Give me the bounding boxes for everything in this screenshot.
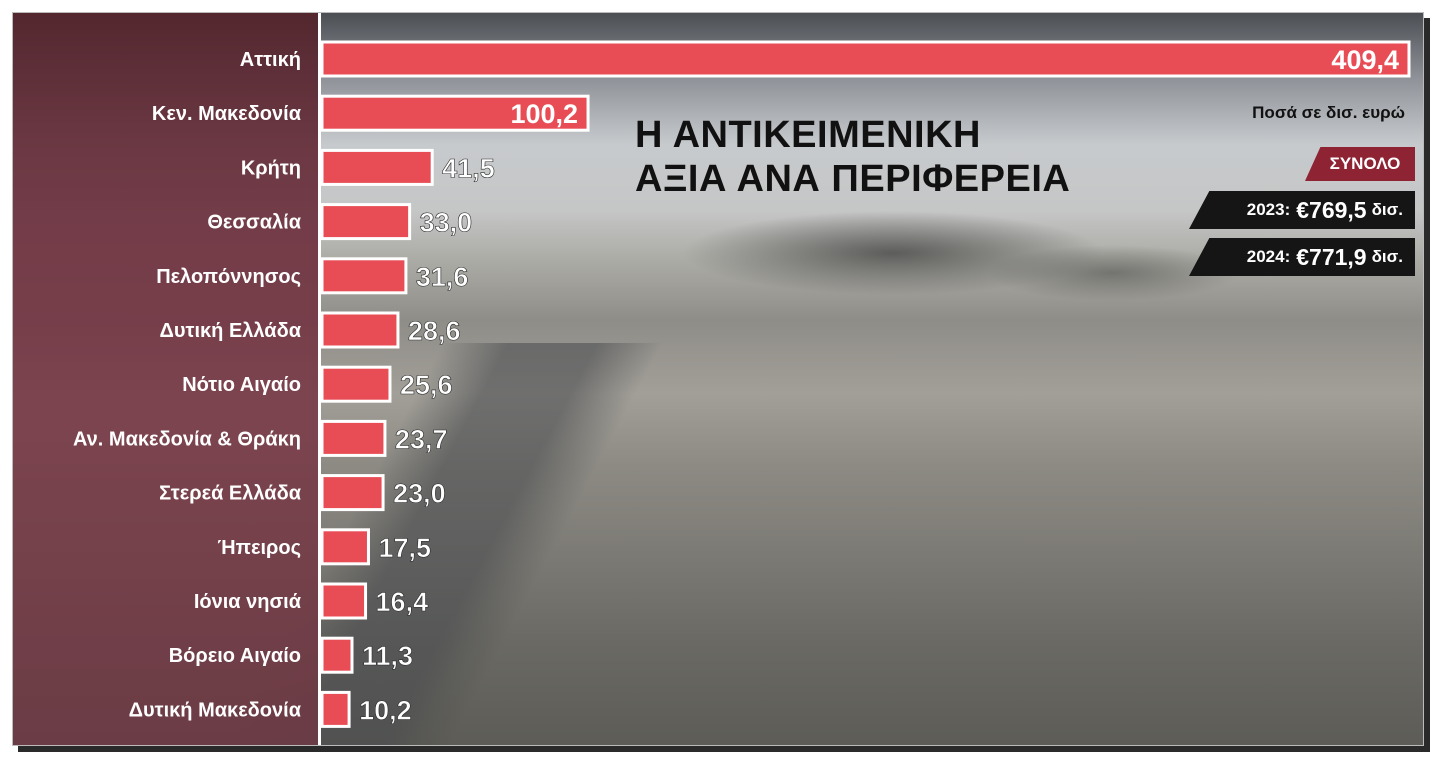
- bar: [320, 365, 392, 403]
- value-label: 11,3: [362, 641, 413, 671]
- category-label: Νότιο Αιγαίο: [182, 374, 301, 396]
- bar-group: Ιόνια νησιά 16,4: [194, 582, 429, 620]
- category-label: Κρήτη: [241, 157, 301, 179]
- total-amount: €769,5: [1296, 196, 1367, 223]
- bar: [320, 94, 590, 132]
- category-label: Ήπειρος: [218, 537, 301, 559]
- chart-title-line-1: Η ΑΝΤΙΚΕΙΜΕΝΙΚΗ: [635, 114, 981, 156]
- category-label: Αττική: [240, 49, 301, 71]
- total-label-badge: ΣΥΝΟΛΟ: [1305, 147, 1415, 181]
- category-label: Πελοπόννησος: [156, 266, 301, 288]
- category-label: Κεν. Μακεδονία: [152, 103, 302, 125]
- total-amount: €771,9: [1296, 243, 1367, 270]
- units-note: Ποσά σε δισ. ευρώ: [1252, 103, 1405, 122]
- category-label: Δυτική Ελλάδα: [160, 320, 302, 342]
- bar-group: Νότιο Αιγαίο 25,6: [182, 365, 453, 403]
- total-year: 2023:: [1246, 200, 1291, 219]
- bar-group: Ήπειρος 17,5: [218, 528, 431, 566]
- chart-title-line-2: ΑΞΙΑ ΑΝΑ ΠΕΡΙΦΕΡΕΙΑ: [635, 158, 1071, 200]
- value-label: 28,6: [408, 316, 461, 346]
- bar-group: Θεσσαλία 33,0: [207, 203, 473, 241]
- value-label: 23,0: [393, 479, 446, 509]
- bar-group: Στερεά Ελλάδα 23,0: [159, 474, 446, 512]
- category-label: Ιόνια νησιά: [194, 591, 302, 613]
- bar-group: Πελοπόννησος 31,6: [156, 257, 469, 295]
- bar-chart: Αττική 409,4 Κεν. Μακεδονία 100,2 Κρήτη 41,5 Θ…: [73, 40, 1411, 728]
- bar: [320, 203, 412, 241]
- value-label: 16,4: [376, 587, 429, 617]
- bar: [320, 636, 354, 674]
- total-unit: δισ.: [1371, 200, 1403, 219]
- bar-group: Αττική 409,4: [240, 40, 1411, 78]
- bar: [320, 474, 385, 512]
- bar: [320, 257, 408, 295]
- bar: [320, 582, 368, 620]
- category-label: Στερεά Ελλάδα: [159, 483, 302, 505]
- axis-divider-line: [318, 13, 321, 745]
- value-label: 41,5: [442, 153, 495, 183]
- bar: [320, 40, 1411, 78]
- bar-group: Κεν. Μακεδονία 100,2: [152, 94, 590, 132]
- value-label: 33,0: [420, 208, 473, 238]
- value-label: 25,6: [400, 370, 453, 400]
- value-label: 409,4: [1331, 45, 1399, 75]
- bar-group: Δυτική Ελλάδα 28,6: [160, 311, 461, 349]
- label-panel-overlay: [13, 13, 318, 745]
- total-row-2023: 2023: €769,5 δισ.: [1189, 191, 1415, 229]
- value-label: 100,2: [510, 99, 578, 129]
- category-label: Βόρειο Αιγαίο: [169, 645, 301, 667]
- bar: [320, 311, 400, 349]
- total-unit: δισ.: [1371, 247, 1403, 266]
- bar: [320, 419, 387, 457]
- total-row-2024: 2024: €771,9 δισ.: [1189, 238, 1415, 276]
- category-label: Δυτική Μακεδονία: [129, 699, 302, 721]
- category-label: Θεσσαλία: [207, 212, 301, 234]
- value-label: 17,5: [378, 533, 431, 563]
- bar: [320, 148, 434, 186]
- total-year: 2024:: [1246, 247, 1291, 266]
- bar: [320, 690, 351, 728]
- value-label: 10,2: [359, 695, 412, 725]
- infographic-frame: Αττική 409,4 Κεν. Μακεδονία 100,2 Κρήτη 41,5 Θ…: [12, 12, 1424, 746]
- bar-group: Βόρειο Αιγαίο 11,3: [169, 636, 413, 674]
- bar: [320, 528, 370, 566]
- bar-group: Δυτική Μακεδονία 10,2: [129, 690, 412, 728]
- value-label: 31,6: [416, 262, 469, 292]
- value-label: 23,7: [395, 424, 448, 454]
- bar-group: Κρήτη 41,5: [241, 148, 495, 186]
- chart-title: Η ΑΝΤΙΚΕΙΜΕΝΙΚΗ ΑΞΙΑ ΑΝΑ ΠΕΡΙΦΕΡΕΙΑ: [635, 113, 1070, 201]
- bar-group: Αν. Μακεδονία & Θράκη 23,7: [73, 419, 448, 457]
- category-label: Αν. Μακεδονία & Θράκη: [73, 428, 301, 450]
